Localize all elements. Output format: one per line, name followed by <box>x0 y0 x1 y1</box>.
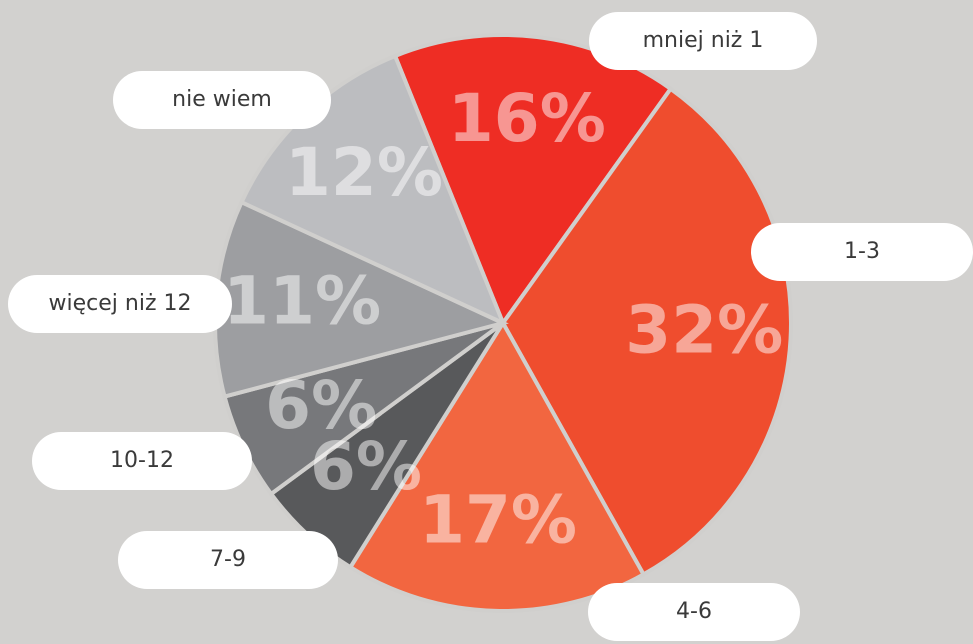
category-label: nie wiem <box>172 87 272 112</box>
callout-box <box>8 275 232 333</box>
category-label: 1-3 <box>844 239 880 264</box>
value-label: 6% <box>310 428 422 505</box>
value-label: 17% <box>419 482 577 559</box>
category-label: mniej niż 1 <box>643 28 764 53</box>
callout-box <box>113 71 331 129</box>
value-label: 11% <box>223 262 381 339</box>
category-label: 4-6 <box>676 599 712 624</box>
callout-box <box>751 223 973 281</box>
callout-box <box>588 583 800 641</box>
value-label: 6% <box>265 367 377 444</box>
callout-box <box>118 531 338 589</box>
category-label: więcej niż 12 <box>49 291 192 316</box>
callout-box <box>32 432 252 490</box>
pie-slice <box>392 33 674 328</box>
category-label: 7-9 <box>210 547 246 572</box>
value-label: 32% <box>625 291 783 368</box>
pie-slice <box>500 86 793 578</box>
category-label: 10-12 <box>110 448 174 473</box>
value-label: 12% <box>285 134 443 211</box>
callout-box <box>589 12 817 70</box>
value-label: 16% <box>448 80 606 157</box>
